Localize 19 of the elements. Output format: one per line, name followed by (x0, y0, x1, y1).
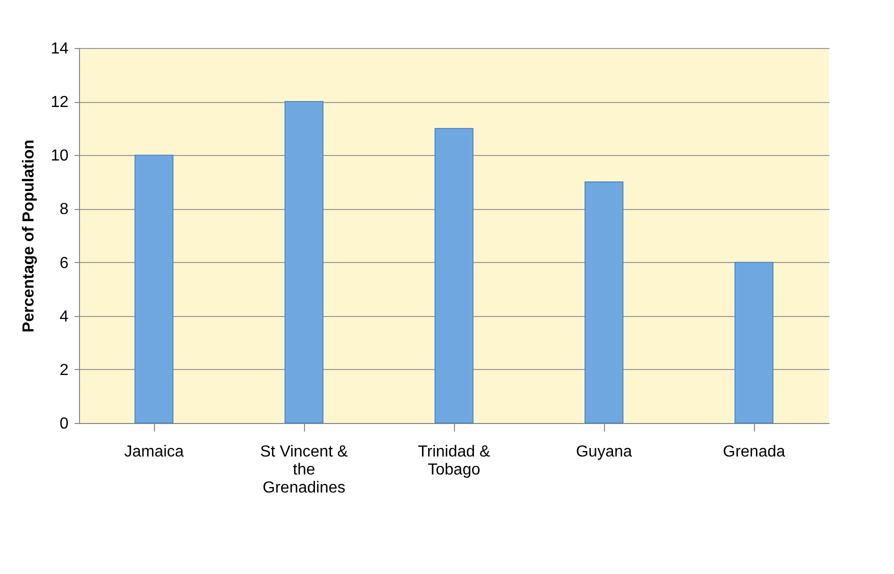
x-tick-label: Guyana (576, 444, 632, 460)
y-tick-label: 10 (50, 148, 69, 165)
y-tick-label: 0 (60, 416, 69, 432)
bar (284, 101, 324, 424)
x-tick-label: Jamaica (124, 444, 184, 460)
y-tick-label: 8 (60, 201, 69, 218)
y-tick-label: 6 (60, 254, 69, 272)
x-tick-label: Trinidad & Tobago (418, 444, 490, 478)
bar (584, 182, 624, 424)
y-tick-label: 12 (50, 94, 69, 112)
y-axis-title: Percentage of Population (20, 140, 38, 332)
y-tick-label: 2 (60, 362, 69, 379)
bar (434, 128, 474, 424)
y-tick-label: 14 (50, 40, 69, 58)
x-tick-label: St Vincent & the Grenadines (260, 444, 348, 496)
bar (734, 262, 774, 424)
y-tick-label: 4 (60, 308, 69, 326)
bar (134, 154, 174, 424)
x-tick-label: Grenada (722, 444, 786, 460)
